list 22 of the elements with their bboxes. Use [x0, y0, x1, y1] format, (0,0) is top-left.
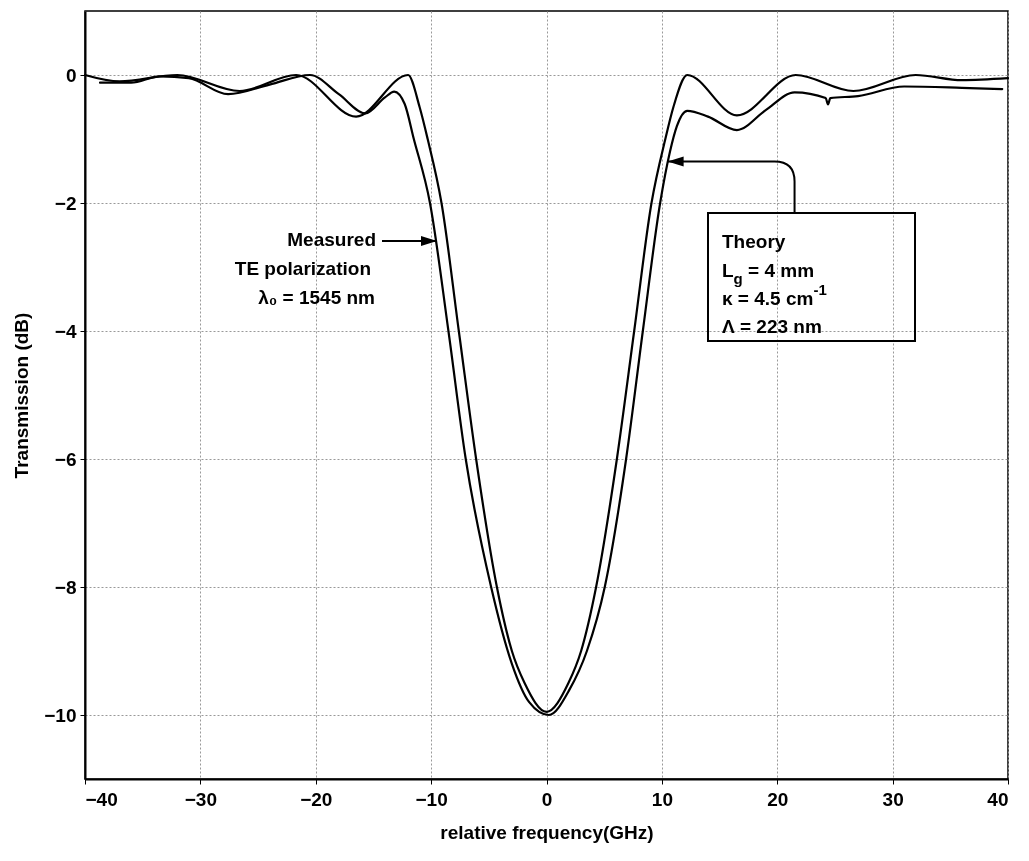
x-tick-label: 0	[541, 788, 553, 810]
x-axis-title: relative frequency(GHz)	[440, 821, 654, 843]
x-tick-label: 10	[651, 788, 673, 810]
y-tick-label: −6	[54, 448, 77, 470]
y-axis-title: Transmission (dB)	[11, 312, 33, 479]
x-tick-label: 20	[767, 788, 789, 810]
x-tick-label: −30	[184, 788, 217, 810]
x-tick-label: −20	[300, 788, 333, 810]
y-tick-label: −8	[54, 576, 77, 598]
y-tick-label: −10	[44, 704, 77, 726]
y-tick-label: −4	[54, 320, 77, 342]
x-tick-label: 30	[882, 788, 904, 810]
y-tick-label: −2	[54, 192, 77, 214]
x-tick-label: 40	[987, 788, 1009, 810]
y-tick-label: 0	[65, 64, 77, 86]
annotation: Theory	[722, 231, 786, 253]
annotation: TE polarization	[234, 258, 371, 280]
x-tick-label: −40	[85, 788, 118, 810]
x-tick-label: −10	[415, 788, 448, 810]
annotation: λ₀ = 1545 nm	[258, 287, 375, 309]
annotation: Measured	[287, 229, 376, 251]
annotation: Λ = 223 nm	[722, 316, 822, 338]
